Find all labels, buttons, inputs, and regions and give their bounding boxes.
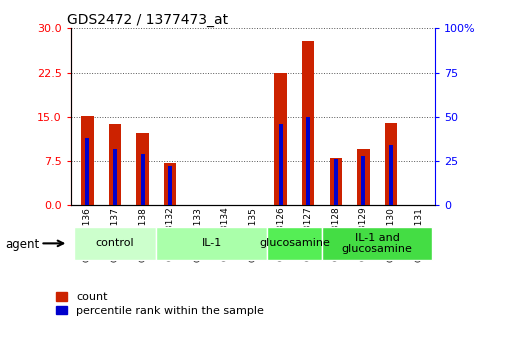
Bar bbox=[140, 154, 144, 205]
Bar bbox=[357, 149, 369, 205]
Bar bbox=[329, 158, 341, 205]
Bar bbox=[306, 117, 310, 205]
Bar bbox=[321, 227, 432, 260]
Text: GDS2472 / 1377473_at: GDS2472 / 1377473_at bbox=[67, 13, 228, 27]
Bar bbox=[73, 227, 156, 260]
Bar bbox=[361, 156, 365, 205]
Bar bbox=[168, 166, 172, 205]
Bar bbox=[384, 123, 396, 205]
Text: IL-1: IL-1 bbox=[201, 238, 221, 249]
Bar bbox=[274, 73, 286, 205]
Bar bbox=[301, 41, 314, 205]
Bar bbox=[109, 125, 121, 205]
Bar bbox=[85, 138, 89, 205]
Legend: count, percentile rank within the sample: count, percentile rank within the sample bbox=[56, 292, 264, 316]
Bar bbox=[164, 163, 176, 205]
Bar bbox=[333, 159, 337, 205]
Bar bbox=[388, 145, 392, 205]
Bar bbox=[266, 227, 321, 260]
Text: control: control bbox=[95, 238, 134, 249]
Text: glucosamine: glucosamine bbox=[259, 238, 329, 249]
Bar bbox=[278, 124, 282, 205]
Bar bbox=[81, 116, 93, 205]
Text: agent: agent bbox=[5, 238, 39, 251]
Bar bbox=[113, 149, 117, 205]
Bar bbox=[136, 133, 148, 205]
Bar bbox=[156, 227, 266, 260]
Text: IL-1 and
glucosamine: IL-1 and glucosamine bbox=[341, 233, 412, 254]
